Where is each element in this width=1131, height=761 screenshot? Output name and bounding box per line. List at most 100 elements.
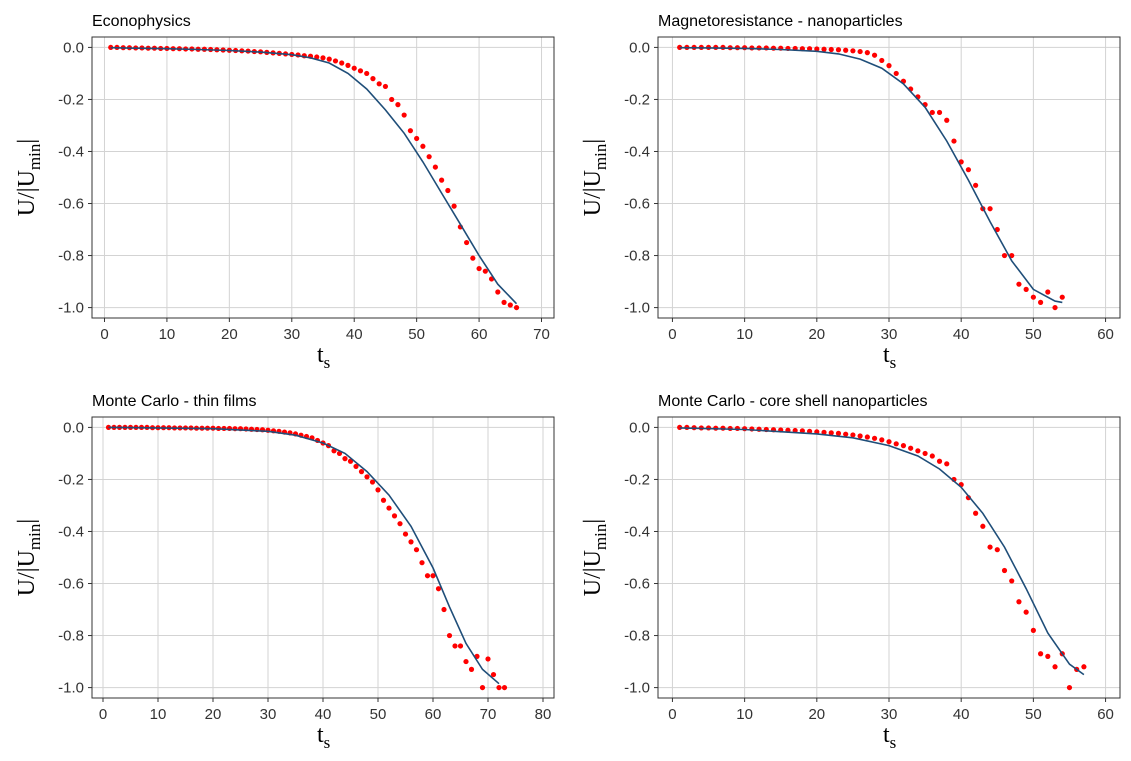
y-tick-label: 0.0 xyxy=(629,419,650,436)
chart-panel-thin-films: Monte Carlo - thin films 0 10 20 30 40 50 60 70 8… xyxy=(0,380,565,760)
data-point xyxy=(1059,294,1065,300)
y-tick-label: -0.2 xyxy=(624,471,650,488)
data-point xyxy=(936,109,943,116)
x-axis-label: ts xyxy=(317,722,330,752)
data-point xyxy=(951,138,957,144)
data-point xyxy=(843,431,849,437)
data-point xyxy=(886,63,892,69)
data-point xyxy=(386,505,392,511)
data-point xyxy=(828,46,834,53)
y-axis-label: U/|Umin| xyxy=(14,139,44,216)
data-point xyxy=(973,510,979,516)
data-point xyxy=(364,474,370,480)
x-tick-label: 20 xyxy=(808,706,825,723)
x-tick-label: 20 xyxy=(205,706,222,723)
y-axis-label: U/|Umin| xyxy=(580,139,610,216)
x-tick-label: 50 xyxy=(408,326,425,343)
x-tick-label: 80 xyxy=(535,706,552,723)
data-point xyxy=(1066,684,1073,691)
chart-monte-carlo-core-shell: Monte Carlo - core shell nanoparticles 0 1… xyxy=(580,393,1121,752)
data-point xyxy=(420,143,426,149)
data-point xyxy=(513,304,520,311)
data-point xyxy=(496,684,502,691)
data-point xyxy=(900,443,907,449)
data-point xyxy=(1081,664,1087,670)
x-tick-label: 60 xyxy=(1097,326,1114,343)
data-point xyxy=(485,656,491,662)
data-point xyxy=(1037,299,1044,305)
y-tick-label: -0.6 xyxy=(58,196,84,213)
x-tick-label: 60 xyxy=(471,326,488,343)
data-point xyxy=(430,573,436,579)
data-point xyxy=(353,463,359,470)
data-point xyxy=(987,544,993,550)
chart-econophysics: Econophysics 0 10 20 30 40 50 60 70 0.0 -0.2 -0.4 -0… xyxy=(14,13,555,372)
x-tick-label: 0 xyxy=(668,326,676,343)
data-point xyxy=(1037,651,1044,657)
data-point xyxy=(929,109,935,116)
data-point xyxy=(734,425,741,432)
data-point xyxy=(1030,294,1036,300)
data-point xyxy=(414,135,420,142)
data-point xyxy=(857,48,863,55)
data-point xyxy=(973,182,979,188)
data-point xyxy=(457,643,464,649)
data-point xyxy=(994,547,1000,553)
data-point xyxy=(432,164,438,170)
data-point xyxy=(446,632,453,639)
y-tick-label: -0.8 xyxy=(58,248,84,265)
x-tick-label: 0 xyxy=(99,706,107,723)
x-tick-label: 40 xyxy=(315,706,332,723)
chart-title: Magnetoresistance - nanoparticles xyxy=(658,13,903,30)
data-point xyxy=(402,531,409,537)
fit-curve xyxy=(110,46,518,305)
data-point xyxy=(408,539,414,545)
data-point xyxy=(357,68,364,74)
y-tick-label: -0.4 xyxy=(624,523,650,540)
y-tick-label: -0.4 xyxy=(624,143,650,160)
data-point xyxy=(364,70,370,77)
x-tick-label: 60 xyxy=(1097,706,1114,723)
data-point xyxy=(380,497,387,503)
x-tick-label: 40 xyxy=(953,706,970,723)
x-tick-label: 50 xyxy=(1025,706,1042,723)
x-tick-label: 10 xyxy=(736,326,753,343)
data-point xyxy=(1016,599,1022,605)
data-point xyxy=(397,521,403,527)
chart-panel-econophysics: Econophysics 0 10 20 30 40 50 60 70 0.0 -0.2 -0.4 -0… xyxy=(0,0,565,380)
x-tick-label: 30 xyxy=(881,706,898,723)
data-point xyxy=(419,560,425,566)
data-point xyxy=(468,666,475,672)
x-tick-label: 0 xyxy=(100,326,108,343)
data-point xyxy=(1016,281,1022,287)
data-point xyxy=(843,47,849,53)
data-point xyxy=(908,445,914,451)
data-point xyxy=(320,55,326,61)
data-point xyxy=(345,62,351,68)
y-tick-label: -0.2 xyxy=(58,91,84,108)
data-point xyxy=(495,289,501,295)
x-tick-label: 70 xyxy=(533,326,550,343)
data-point xyxy=(476,265,482,272)
data-point xyxy=(342,456,348,462)
data-point xyxy=(395,102,401,108)
data-point xyxy=(435,586,442,592)
x-tick-label: 20 xyxy=(808,326,825,343)
chart-magnetoresistance-nanoparticles: Magnetoresistance - nanoparticles 0 10 20 30… xyxy=(580,13,1121,372)
data-point xyxy=(382,83,389,90)
data-point xyxy=(944,461,950,467)
data-points xyxy=(677,424,1087,691)
chart-title: Monte Carlo - thin films xyxy=(92,393,257,410)
chart-title: Econophysics xyxy=(92,13,191,30)
x-tick-label: 10 xyxy=(736,706,753,723)
data-point xyxy=(879,57,885,64)
data-point xyxy=(490,671,497,678)
y-tick-label: -0.8 xyxy=(624,628,650,645)
chart-panel-core-shell: Monte Carlo - core shell nanoparticles 0 1… xyxy=(566,380,1131,760)
data-point xyxy=(987,206,993,212)
data-point xyxy=(424,573,431,579)
data-point xyxy=(835,430,842,436)
plot-frame xyxy=(91,36,555,319)
data-point xyxy=(451,203,457,209)
data-point xyxy=(314,54,320,60)
